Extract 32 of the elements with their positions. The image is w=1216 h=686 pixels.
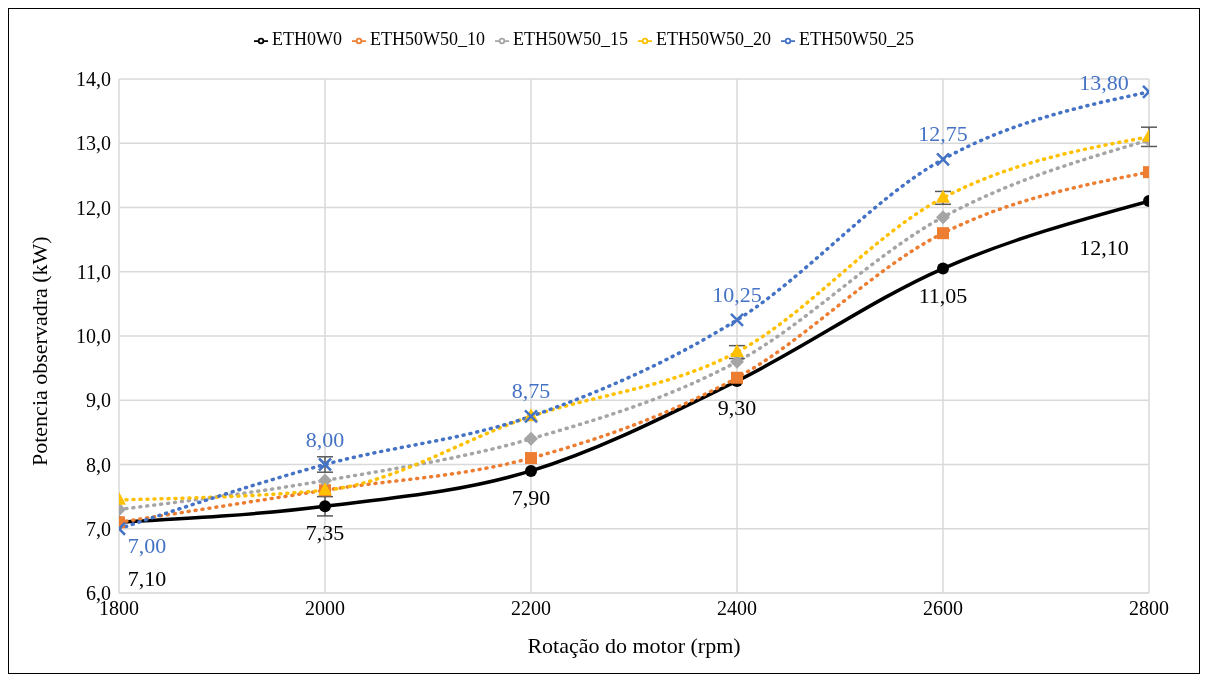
x-tick-label: 2000 bbox=[305, 597, 345, 620]
y-tick-label: 8,0 bbox=[86, 453, 111, 476]
data-label: 7,10 bbox=[127, 566, 167, 592]
x-axis-title: Rotação do motor (rpm) bbox=[527, 633, 741, 658]
data-label: 11,05 bbox=[918, 282, 968, 308]
x-tick-label: 2600 bbox=[923, 597, 963, 620]
x-tick-label: 2800 bbox=[1129, 597, 1169, 620]
data-label: 7,90 bbox=[511, 484, 551, 510]
y-tick-label: 9,0 bbox=[86, 389, 111, 412]
legend-label: ETH0W0 bbox=[272, 29, 343, 49]
data-label: 8,00 bbox=[305, 426, 345, 452]
x-tick-label: 2400 bbox=[717, 597, 757, 620]
data-label: 7,00 bbox=[127, 532, 167, 558]
data-label: 9,30 bbox=[717, 394, 757, 420]
y-tick-label: 12,0 bbox=[76, 196, 111, 219]
data-label: 8,75 bbox=[511, 378, 551, 404]
legend-label: ETH50W50_20 bbox=[655, 29, 771, 49]
y-tick-label: 13,0 bbox=[76, 132, 111, 155]
y-tick-label: 14,0 bbox=[76, 68, 111, 91]
data-label: 12,75 bbox=[918, 121, 968, 147]
data-label: 10,25 bbox=[712, 281, 762, 307]
data-label: 12,10 bbox=[1079, 235, 1129, 261]
y-axis-title: Potencia observadra (kW) bbox=[26, 236, 52, 466]
x-tick-label: 2200 bbox=[511, 597, 551, 620]
data-label: 7,35 bbox=[305, 520, 345, 546]
y-tick-label: 10,0 bbox=[76, 325, 111, 348]
legend-label: ETH50W50_10 bbox=[370, 29, 485, 49]
y-tick-label: 11,0 bbox=[76, 260, 111, 283]
legend-label: ETH50W50_15 bbox=[513, 29, 628, 49]
y-tick-label: 7,0 bbox=[86, 517, 111, 540]
legend-label: ETH50W50_25 bbox=[798, 29, 914, 49]
data-label: 13,80 bbox=[1079, 69, 1129, 95]
